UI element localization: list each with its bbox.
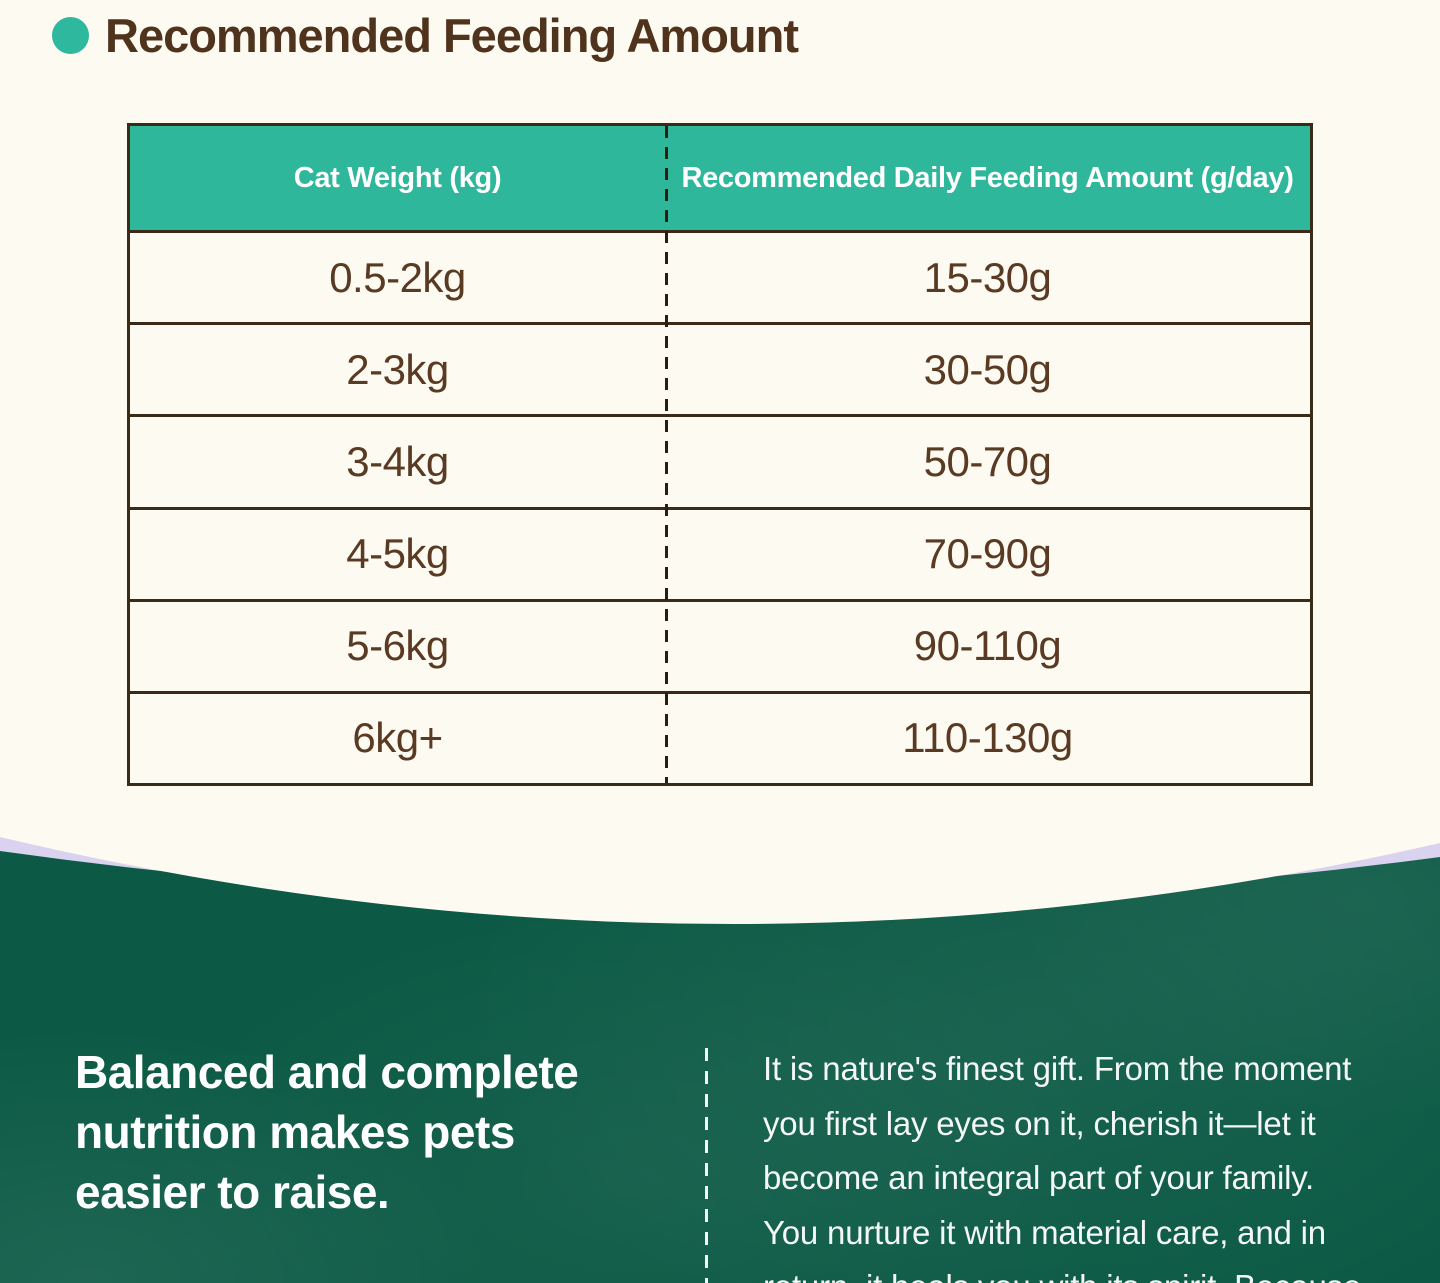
bottom-heading-line: Balanced and complete (75, 1046, 579, 1098)
vertical-dashed-divider (705, 1048, 708, 1283)
paragraph-line: It is nature's finest gift. From the mom… (763, 1050, 1352, 1087)
cell-cat-weight: 5-6kg (346, 622, 449, 670)
feeding-table: Cat Weight (kg) Recommended Daily Feedin… (127, 123, 1313, 786)
bottom-paragraph: It is nature's finest gift. From the mom… (763, 1042, 1423, 1283)
paragraph-line: become an integral part of your family. (763, 1159, 1315, 1196)
table-row: 6kg+ 110-130g (130, 690, 1310, 783)
bottom-heading-line: nutrition makes pets (75, 1106, 515, 1158)
teal-dot-icon (52, 17, 89, 54)
table-row: 3-4kg 50-70g (130, 414, 1310, 506)
cell-cat-weight: 2-3kg (346, 345, 449, 393)
column-header-cat-weight: Cat Weight (kg) (293, 161, 502, 194)
feeding-table-header-row: Cat Weight (kg) Recommended Daily Feedin… (130, 126, 1310, 230)
cell-feeding-amount: 50-70g (923, 437, 1052, 485)
section-title: Recommended Feeding Amount (105, 9, 799, 62)
column-header-daily-feeding-amount: Recommended Daily Feeding Amount (g/day) (681, 161, 1294, 194)
table-row: 5-6kg 90-110g (130, 598, 1310, 691)
paragraph-line: return, it heals you with its spirit. Be… (763, 1260, 1423, 1283)
cell-feeding-amount: 70-90g (923, 530, 1052, 578)
section-header: Recommended Feeding Amount (52, 8, 799, 63)
cell-cat-weight: 3-4kg (346, 437, 449, 485)
cell-feeding-amount: 30-50g (923, 345, 1052, 393)
cell-cat-weight: 4-5kg (346, 530, 449, 578)
paragraph-line: you first lay eyes on it, cherish it—let… (763, 1104, 1316, 1142)
bottom-heading-line: easier to raise. (75, 1166, 390, 1218)
cell-feeding-amount: 90-110g (913, 622, 1062, 670)
table-row: 2-3kg 30-50g (130, 322, 1310, 414)
cell-feeding-amount: 15-30g (923, 253, 1052, 301)
bottom-heading: Balanced and complete nutrition makes pe… (75, 1042, 579, 1222)
cell-cat-weight: 6kg+ (352, 714, 443, 762)
column-divider-dashed-line (665, 126, 668, 783)
cell-feeding-amount: 110-130g (902, 714, 1073, 762)
table-row: 0.5-2kg 15-30g (130, 230, 1310, 322)
table-row: 4-5kg 70-90g (130, 506, 1310, 599)
cell-cat-weight: 0.5-2kg (329, 253, 466, 301)
paragraph-line: You nurture it with material care, and i… (763, 1213, 1326, 1251)
